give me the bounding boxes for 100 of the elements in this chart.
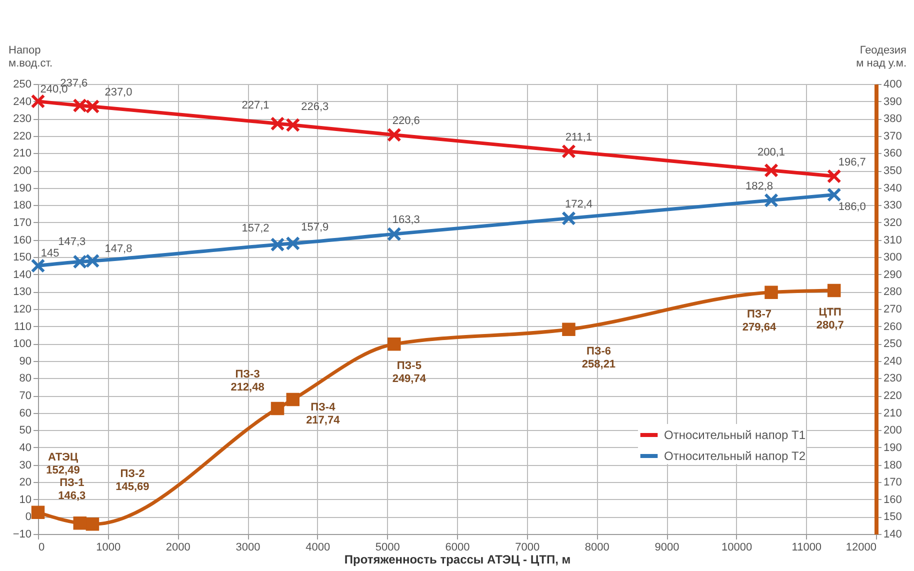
data-label: 200,1: [757, 146, 786, 158]
x-tick-label: 6000: [445, 542, 470, 554]
y-tick-label: 170: [13, 216, 32, 229]
data-label: ЦТП 280,7: [816, 306, 844, 332]
x-tick-label: 11000: [792, 542, 822, 554]
y-tick-label: 70: [19, 390, 32, 402]
x-tick-label: 9000: [654, 542, 680, 554]
x-tick-label: 4000: [306, 542, 330, 554]
y-tick-label: 30: [19, 459, 32, 472]
y2-tick-label: 400: [884, 78, 902, 90]
y-tick-label: 60: [19, 407, 32, 420]
y2-tick-label: 250: [884, 338, 902, 350]
data-label: 211,1: [565, 131, 592, 144]
point: [30, 258, 46, 273]
x-tick-label: 2000: [166, 542, 190, 554]
y-tick-label: 220: [13, 130, 32, 142]
data-label: ПЗ-4 217,74: [306, 401, 341, 426]
point: [562, 211, 576, 226]
point: [30, 94, 46, 109]
y-tick-label: 140: [13, 268, 32, 281]
y2-tick-label: 290: [884, 268, 902, 281]
legend-label: Относительный напор Т1: [664, 428, 806, 442]
y-tick-label: 190: [13, 182, 32, 194]
data-label: ПЗ-2 145,69: [116, 468, 150, 494]
point: [562, 144, 576, 159]
y2-tick-label: 180: [884, 459, 902, 472]
y2-tick-label: 340: [884, 182, 902, 194]
data-label: 182,8: [745, 180, 774, 192]
data-label: ПЗ-3 212,48: [230, 368, 264, 394]
y-tick-label: 10: [19, 494, 32, 506]
y-tick-label: 100: [13, 338, 32, 350]
point: [562, 322, 576, 336]
y-tick-label: 110: [14, 320, 32, 333]
point: [386, 226, 402, 242]
data-label: 157,2: [242, 222, 270, 235]
y-tick-label: 0: [25, 511, 32, 524]
x-tick-label: 10000: [722, 542, 752, 554]
data-label: 220,6: [392, 114, 420, 127]
y-tick-label: 80: [19, 372, 32, 385]
y-tick-label: 40: [19, 442, 32, 454]
y2-tick-label: 260: [884, 320, 902, 333]
data-label: ПЗ-7 279,64: [742, 308, 777, 334]
y-tick-label: 120: [13, 304, 32, 316]
point: [764, 193, 778, 208]
data-label: 147,3: [58, 236, 86, 248]
y2-tick-label: 230: [884, 372, 902, 385]
x-tick-label: 3000: [236, 542, 260, 554]
x-tick-label: 5000: [375, 542, 400, 554]
point: [286, 392, 300, 406]
data-label: 147,8: [104, 242, 132, 255]
y-tick-label: 210: [13, 148, 32, 160]
y2-tick-label: 160: [884, 494, 902, 506]
y2-tick-label: 150: [884, 511, 902, 524]
y2-tick-label: 320: [884, 216, 902, 229]
y2-tick-label: 240: [884, 355, 902, 368]
y2-tick-label: 360: [884, 148, 902, 160]
data-label: 163,3: [392, 214, 420, 226]
x-tick-label: 1000: [96, 542, 121, 554]
y2-tick-label: 190: [884, 442, 902, 454]
data-label: 196,7: [838, 156, 866, 168]
x-tick-label: 0: [38, 542, 45, 554]
y-tick-label: 250: [13, 78, 32, 90]
x-tick-label: 12000: [846, 542, 876, 554]
y2-tick-label: 300: [884, 252, 902, 264]
y2-tick-label: 280: [884, 286, 902, 298]
data-label: ПЗ-5 249,74: [392, 360, 427, 386]
data-label: 227,1: [242, 100, 270, 112]
y2-tick-label: 350: [884, 165, 902, 178]
y2-tick-label: 270: [884, 304, 902, 316]
data-label: АТЭЦ 152,49: [46, 451, 80, 476]
y-tick-label: 90: [19, 355, 32, 368]
legend-label: Относительный напор Т2: [664, 449, 806, 463]
data-label: ПЗ-6 258,21: [582, 345, 616, 370]
y2-tick-label: 140: [884, 528, 902, 540]
x-axis-title: Протяженность трассы АТЭЦ - ЦТП, м: [344, 552, 571, 566]
y-tick-label: 240: [13, 96, 32, 108]
y2-tick-label: 380: [884, 113, 902, 126]
point: [764, 286, 778, 299]
data-label: 237,0: [104, 86, 132, 98]
point: [73, 516, 87, 530]
y2-tick-label: 210: [884, 407, 902, 420]
point: [86, 518, 100, 531]
point: [270, 402, 284, 416]
y-axis-title: Напор м.вод.ст.: [8, 44, 53, 70]
y-tick-label: 180: [13, 200, 32, 212]
data-label: 172,4: [564, 198, 592, 210]
y-tick-label: 50: [19, 424, 32, 437]
y-tick-label: 20: [19, 476, 32, 489]
y2-tick-label: 370: [884, 130, 902, 142]
y-tick-label: 200: [13, 165, 32, 178]
y2-tick-label: 170: [884, 476, 902, 489]
point: [388, 337, 401, 351]
point: [764, 163, 778, 178]
y-tick-label: 160: [13, 234, 32, 246]
y2-axis-title: Геодезия м над у.м.: [856, 44, 907, 70]
point: [31, 506, 45, 520]
y2-tick-label: 200: [884, 424, 902, 437]
y-tick-label: 150: [13, 252, 32, 264]
point: [386, 128, 402, 142]
y-tick-label: 130: [13, 286, 32, 298]
